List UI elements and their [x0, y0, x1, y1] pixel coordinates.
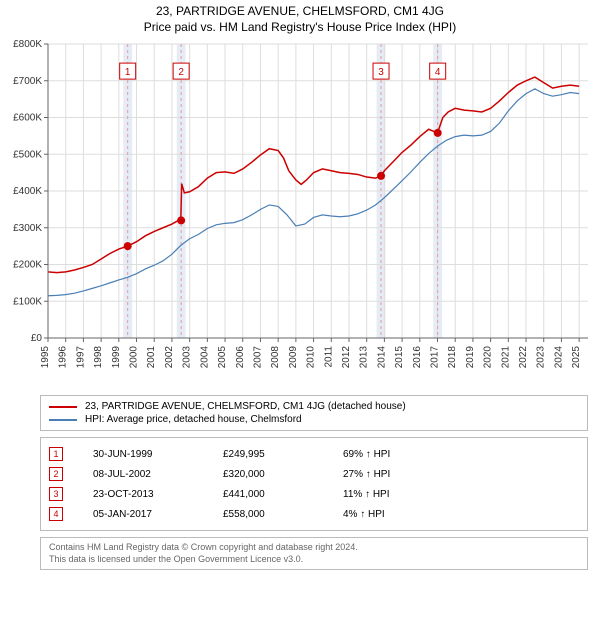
svg-text:2021: 2021: [500, 346, 511, 369]
sale-date: 05-JAN-2017: [93, 509, 223, 520]
legend-label-property: 23, PARTRIDGE AVENUE, CHELMSFORD, CM1 4J…: [85, 401, 406, 412]
svg-text:2007: 2007: [252, 346, 263, 369]
svg-text:2020: 2020: [483, 346, 494, 369]
sale-date: 23-OCT-2013: [93, 489, 223, 500]
svg-text:2010: 2010: [306, 346, 317, 369]
svg-text:2003: 2003: [182, 346, 193, 369]
svg-text:4: 4: [435, 67, 441, 78]
svg-text:2024: 2024: [553, 346, 564, 369]
sale-price: £249,995: [223, 449, 343, 460]
sale-marker-box: 4: [49, 507, 63, 521]
svg-text:£200K: £200K: [13, 260, 42, 271]
svg-text:£0: £0: [31, 333, 43, 344]
sale-price: £441,000: [223, 489, 343, 500]
svg-text:2009: 2009: [288, 346, 299, 369]
svg-text:£600K: £600K: [13, 113, 42, 124]
svg-text:2014: 2014: [376, 346, 387, 369]
svg-text:2011: 2011: [323, 346, 334, 368]
footer-box: Contains HM Land Registry data © Crown c…: [40, 537, 588, 570]
legend-item-hpi: HPI: Average price, detached house, Chel…: [49, 413, 579, 426]
sales-row: 1 30-JUN-1999£249,99569% ↑ HPI: [49, 444, 579, 464]
legend-swatch-hpi: [49, 419, 77, 421]
svg-text:2: 2: [178, 67, 184, 78]
sale-marker-box: 2: [49, 467, 63, 481]
svg-text:1998: 1998: [93, 346, 104, 369]
svg-text:2002: 2002: [164, 346, 175, 369]
legend-box: 23, PARTRIDGE AVENUE, CHELMSFORD, CM1 4J…: [40, 395, 588, 431]
svg-text:2018: 2018: [447, 346, 458, 369]
sale-price: £320,000: [223, 469, 343, 480]
svg-text:2019: 2019: [465, 346, 476, 369]
sales-table: 1 30-JUN-1999£249,99569% ↑ HPI 2 08-JUL-200…: [40, 437, 588, 531]
sale-delta: 4% ↑ HPI: [343, 509, 385, 520]
svg-text:£100K: £100K: [13, 296, 42, 307]
svg-text:2012: 2012: [341, 346, 352, 369]
svg-text:1996: 1996: [58, 346, 69, 369]
svg-text:1999: 1999: [111, 346, 122, 369]
sales-row: 4 05-JAN-2017£558,0004% ↑ HPI: [49, 504, 579, 524]
line-chart: 1 2 3 4 £0 £100K £200K £300K £400K £500K £600K £700…: [8, 38, 596, 384]
sale-marker-box: 1: [49, 447, 63, 461]
chart-area: 1 2 3 4 £0 £100K £200K £300K £400K £500K £600K £700…: [8, 38, 592, 389]
sale-date: 30-JUN-1999: [93, 449, 223, 460]
svg-text:2006: 2006: [235, 346, 246, 369]
svg-text:2005: 2005: [217, 346, 228, 369]
sales-row: 3 23-OCT-2013£441,00011% ↑ HPI: [49, 484, 579, 504]
legend-label-hpi: HPI: Average price, detached house, Chel…: [85, 414, 302, 425]
chart-subtitle: Price paid vs. HM Land Registry's House …: [8, 20, 592, 34]
svg-text:2017: 2017: [430, 346, 441, 369]
footer-line-1: Contains HM Land Registry data © Crown c…: [49, 542, 579, 554]
svg-text:£500K: £500K: [13, 149, 42, 160]
svg-text:1: 1: [125, 67, 131, 78]
svg-text:2000: 2000: [129, 346, 140, 369]
sales-row: 2 08-JUL-2002£320,00027% ↑ HPI: [49, 464, 579, 484]
sale-price: £558,000: [223, 509, 343, 520]
legend-swatch-property: [49, 406, 77, 408]
chart-title: 23, PARTRIDGE AVENUE, CHELMSFORD, CM1 4J…: [8, 4, 592, 18]
svg-text:2025: 2025: [571, 346, 582, 369]
legend-item-property: 23, PARTRIDGE AVENUE, CHELMSFORD, CM1 4J…: [49, 400, 579, 413]
svg-text:3: 3: [378, 67, 384, 78]
svg-text:£700K: £700K: [13, 76, 42, 87]
svg-text:2013: 2013: [359, 346, 370, 369]
svg-text:2015: 2015: [394, 346, 405, 369]
sale-date: 08-JUL-2002: [93, 469, 223, 480]
svg-text:2023: 2023: [536, 346, 547, 369]
svg-text:2004: 2004: [199, 346, 210, 369]
sale-marker-box: 3: [49, 487, 63, 501]
svg-text:1997: 1997: [75, 346, 86, 369]
svg-text:2022: 2022: [518, 346, 529, 369]
svg-text:£300K: £300K: [13, 223, 42, 234]
svg-text:£400K: £400K: [13, 186, 42, 197]
sale-delta: 11% ↑ HPI: [343, 489, 390, 500]
svg-text:2016: 2016: [412, 346, 423, 369]
sale-delta: 27% ↑ HPI: [343, 469, 390, 480]
svg-text:2001: 2001: [146, 346, 157, 369]
svg-text:£800K: £800K: [13, 39, 42, 50]
sale-delta: 69% ↑ HPI: [343, 449, 390, 460]
svg-text:1995: 1995: [40, 346, 51, 369]
footer-line-2: This data is licensed under the Open Gov…: [49, 554, 579, 566]
svg-text:2008: 2008: [270, 346, 281, 369]
chart-container: 23, PARTRIDGE AVENUE, CHELMSFORD, CM1 4J…: [0, 0, 600, 576]
